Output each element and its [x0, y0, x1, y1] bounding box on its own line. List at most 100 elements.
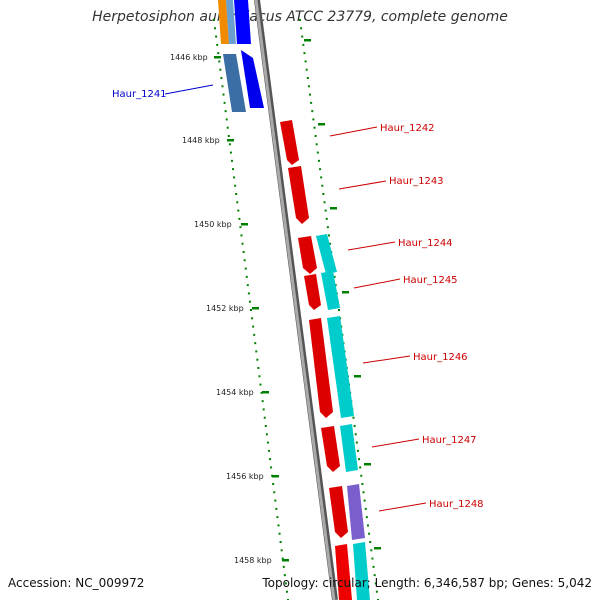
- minor-tick: [244, 267, 247, 270]
- minor-tick: [358, 458, 361, 461]
- minor-tick: [313, 126, 316, 129]
- minor-tick: [325, 217, 328, 220]
- minor-tick: [235, 193, 238, 195]
- minor-tick: [255, 350, 258, 353]
- minor-tick: [366, 524, 369, 527]
- minor-tick: [375, 590, 378, 593]
- minor-tick: [279, 541, 282, 543]
- minor-tick: [372, 565, 375, 568]
- reverse-features: [280, 120, 370, 600]
- minor-tick: [272, 483, 275, 485]
- minor-tick: [230, 159, 233, 162]
- minor-tick: [227, 135, 230, 137]
- cds-bottom: [353, 542, 370, 600]
- major-tick: [262, 391, 269, 394]
- minor-tick: [299, 19, 301, 21]
- minor-tick: [246, 284, 249, 287]
- minor-tick: [323, 201, 326, 204]
- minor-tick: [226, 126, 229, 129]
- minor-tick: [228, 143, 231, 146]
- gene-haur-1245: [304, 274, 321, 310]
- major-tick: [318, 123, 325, 126]
- cds-haur-1244: [316, 234, 337, 274]
- label-haur-1248: Haur_1248: [429, 499, 484, 510]
- minor-tick: [229, 151, 232, 154]
- minor-tick: [371, 557, 374, 560]
- minor-tick: [237, 209, 240, 212]
- minor-tick: [273, 491, 276, 494]
- inner-tick-track: [213, 19, 289, 600]
- cds-haur-1247: [340, 424, 358, 472]
- major-tick: [227, 139, 234, 142]
- minor-tick: [322, 193, 325, 195]
- minor-tick: [319, 168, 322, 171]
- leader-haur-1241: [164, 84, 214, 95]
- minor-tick: [236, 201, 239, 204]
- map-title: Herpetosiphon aurantiacus ATCC 23779, co…: [92, 9, 508, 25]
- gene-haur-1242: [280, 120, 299, 165]
- minor-tick: [365, 516, 368, 519]
- major-tick: [272, 475, 279, 478]
- minor-tick: [234, 184, 237, 187]
- minor-tick: [243, 259, 246, 262]
- forward-cds-haur-1241: [223, 54, 246, 112]
- forward-gene-haur-1241: [241, 50, 264, 108]
- label-haur-1247: Haur_1247: [422, 435, 477, 446]
- minor-tick: [261, 400, 264, 403]
- minor-tick: [232, 168, 235, 171]
- forward-cds-top: [226, 0, 236, 44]
- minor-tick: [233, 176, 236, 179]
- leader-haur-1243: [338, 180, 387, 190]
- label-haur-1241: Haur_1241: [112, 89, 167, 100]
- minor-tick: [242, 251, 245, 253]
- minor-tick: [327, 234, 330, 237]
- tick-labels: 1446 kbp 1448 kbp 1450 kbp 1452 kbp 1454…: [170, 53, 272, 565]
- cds-haur-1245: [321, 271, 340, 310]
- minor-tick: [333, 275, 336, 278]
- minor-tick: [354, 433, 357, 436]
- tick-label-1454: 1454 kbp: [216, 388, 254, 397]
- minor-tick: [278, 532, 281, 535]
- minor-tick: [362, 491, 365, 494]
- label-haur-1242: Haur_1242: [380, 123, 435, 134]
- minor-tick: [360, 474, 363, 477]
- minor-tick: [277, 524, 280, 527]
- minor-tick: [258, 375, 261, 378]
- minor-tick: [283, 574, 286, 577]
- minor-tick: [267, 449, 270, 452]
- accession-text: Accession: NC_009972: [8, 576, 145, 590]
- tick-label-1446: 1446 kbp: [170, 53, 208, 62]
- label-haur-1245: Haur_1245: [403, 275, 458, 286]
- minor-tick: [355, 441, 358, 444]
- minor-tick: [257, 367, 260, 369]
- minor-tick: [270, 466, 273, 469]
- minor-tick: [356, 449, 359, 452]
- minor-tick: [305, 68, 308, 71]
- minor-tick: [219, 68, 222, 71]
- minor-tick: [321, 184, 324, 187]
- cds-haur-1246: [327, 316, 354, 418]
- major-tick: [214, 56, 221, 59]
- forward-gene-top: [234, 0, 251, 44]
- minor-tick: [252, 325, 255, 328]
- minor-tick: [326, 226, 329, 229]
- minor-tick: [300, 27, 303, 30]
- minor-tick: [280, 549, 283, 552]
- major-tick: [342, 291, 349, 294]
- minor-tick: [352, 416, 355, 419]
- minor-tick: [364, 507, 367, 510]
- minor-tick: [276, 516, 279, 519]
- minor-tick: [223, 101, 226, 104]
- minor-tick: [224, 110, 227, 113]
- minor-tick: [238, 217, 241, 220]
- tick-label-1448: 1448 kbp: [182, 136, 220, 145]
- minor-tick: [368, 532, 371, 535]
- major-tick: [282, 559, 289, 562]
- minor-tick: [275, 507, 278, 510]
- major-tick: [374, 547, 381, 550]
- leader-haur-1245: [353, 278, 401, 289]
- minor-tick: [370, 549, 373, 552]
- minor-tick: [274, 499, 277, 502]
- label-leaders: [164, 84, 427, 512]
